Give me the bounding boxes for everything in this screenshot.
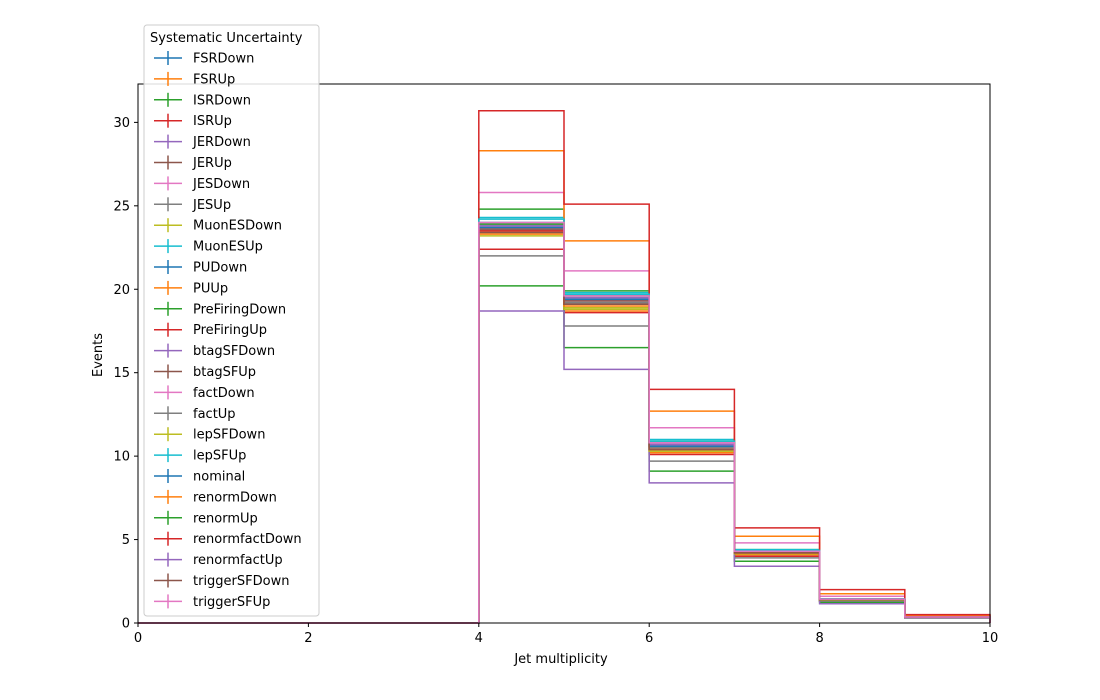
legend-entry-renormfactUp: renormfactUp xyxy=(154,552,283,568)
legend-entry-triggerSFUp: triggerSFUp xyxy=(154,594,270,610)
legend-entry-PreFiringUp: PreFiringUp xyxy=(154,322,267,338)
legend-entry-MuonESUp: MuonESUp xyxy=(154,239,263,255)
legend-label: JERUp xyxy=(192,156,232,171)
legend-entry-PUUp: PUUp xyxy=(154,280,228,296)
legend-label: renormfactUp xyxy=(193,553,283,568)
legend-entry-renormUp: renormUp xyxy=(154,510,258,526)
legend-entry-FSRDown: FSRDown xyxy=(154,51,254,67)
legend-entry-PreFiringDown: PreFiringDown xyxy=(154,301,286,317)
y-tick-label: 20 xyxy=(113,283,130,298)
legend-label: renormDown xyxy=(193,490,277,505)
y-tick-label: 10 xyxy=(113,450,130,465)
legend-label: nominal xyxy=(193,470,245,485)
legend-entry-JERUp: JERUp xyxy=(154,155,232,171)
legend-entry-JESDown: JESDown xyxy=(154,176,250,192)
legend-entry-ISRDown: ISRDown xyxy=(154,92,251,108)
legend-entry-lepSFDown: lepSFDown xyxy=(154,427,265,443)
legend-entry-PUDown: PUDown xyxy=(154,260,247,276)
legend-entry-MuonESDown: MuonESDown xyxy=(154,218,282,234)
legend-label: JESDown xyxy=(192,177,250,192)
x-axis: 0 2 4 6 8 10 xyxy=(134,623,998,646)
y-tick-label: 5 xyxy=(122,533,130,548)
y-tick-label: 25 xyxy=(113,199,130,214)
y-tick-label: 0 xyxy=(122,617,130,632)
legend-entry-renormDown: renormDown xyxy=(154,489,277,505)
legend-entry-lepSFUp: lepSFUp xyxy=(154,448,246,464)
legend-label: MuonESUp xyxy=(193,240,263,255)
legend-label: triggerSFDown xyxy=(193,574,289,589)
legend-label: JERDown xyxy=(192,135,251,150)
legend-label: MuonESDown xyxy=(193,219,282,234)
legend-label: JESUp xyxy=(192,198,231,213)
legend-entry-JERDown: JERDown xyxy=(154,134,251,150)
legend-entries: FSRDown FSRUp ISRDown ISRUp JERDown JERUp JESD… xyxy=(154,51,302,610)
legend-label: ISRUp xyxy=(193,114,232,129)
legend-label: renormfactDown xyxy=(193,532,302,547)
legend-entry-ISRUp: ISRUp xyxy=(154,113,232,129)
legend-label: PUDown xyxy=(193,261,247,276)
x-tick-label: 4 xyxy=(475,631,483,646)
x-tick-label: 6 xyxy=(645,631,653,646)
legend-entry-nominal: nominal xyxy=(154,469,245,485)
legend-entry-btagSFUp: btagSFUp xyxy=(154,364,256,380)
y-tick-label: 15 xyxy=(113,366,130,381)
plot-frame xyxy=(137,83,991,624)
legend-entry-btagSFDown: btagSFDown xyxy=(154,343,275,359)
y-axis: 0 5 10 15 20 25 30 xyxy=(113,116,138,632)
legend-box xyxy=(143,24,320,617)
x-tick-label: 8 xyxy=(815,631,823,646)
legend-label: PreFiringDown xyxy=(193,302,286,317)
y-tick-label: 30 xyxy=(113,116,130,131)
legend-label: lepSFDown xyxy=(193,428,265,443)
legend-entry-renormfactDown: renormfactDown xyxy=(154,531,302,547)
legend-label: ISRDown xyxy=(193,93,251,108)
legend-entry-JESUp: JESUp xyxy=(154,197,231,213)
legend-label: btagSFUp xyxy=(193,365,256,380)
legend: Systematic Uncertainty FSRDown FSRUp ISRDo… xyxy=(143,24,320,617)
x-tick-label: 2 xyxy=(304,631,312,646)
legend-entry-factUp: factUp xyxy=(154,406,236,422)
legend-label: btagSFDown xyxy=(193,344,275,359)
legend-label: PreFiringUp xyxy=(193,323,267,338)
y-axis-label: Events xyxy=(91,333,106,377)
legend-label: factDown xyxy=(193,386,255,401)
legend-entry-triggerSFDown: triggerSFDown xyxy=(154,573,289,589)
legend-entry-factDown: factDown xyxy=(154,385,255,401)
legend-title: Systematic Uncertainty xyxy=(150,31,303,46)
legend-entry-FSRUp: FSRUp xyxy=(154,71,235,87)
legend-label: FSRDown xyxy=(193,52,254,67)
x-axis-label: Jet multiplicity xyxy=(513,652,608,667)
legend-label: FSRUp xyxy=(193,72,235,87)
legend-label: factUp xyxy=(193,407,236,422)
legend-label: triggerSFUp xyxy=(193,595,270,610)
legend-label: lepSFUp xyxy=(193,449,246,464)
x-tick-label: 10 xyxy=(982,631,999,646)
x-tick-label: 0 xyxy=(134,631,142,646)
legend-label: PUUp xyxy=(193,281,228,296)
legend-label: renormUp xyxy=(193,511,258,526)
